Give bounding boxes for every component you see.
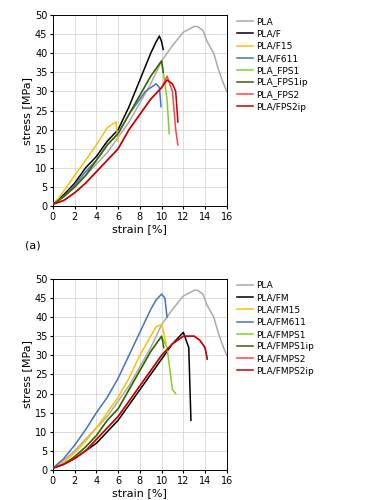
X-axis label: strain [%]: strain [%] bbox=[112, 224, 167, 234]
Y-axis label: stress [MPa]: stress [MPa] bbox=[22, 76, 32, 144]
Y-axis label: stress [MPa]: stress [MPa] bbox=[22, 340, 32, 408]
Text: (a): (a) bbox=[25, 240, 41, 250]
Legend: PLA, PLA/FM, PLA/FM15, PLA/FM611, PLA/FMPS1, PLA/FMPS1ip, PLA/FMPS2, PLA/FMPS2ip: PLA, PLA/FM, PLA/FM15, PLA/FM611, PLA/FM… bbox=[237, 282, 314, 376]
X-axis label: strain [%]: strain [%] bbox=[112, 488, 167, 498]
Legend: PLA, PLA/F, PLA/F15, PLA/F611, PLA_FPS1, PLA_FPS1ip, PLA_FPS2, PLA/FPS2ip: PLA, PLA/F, PLA/F15, PLA/F611, PLA_FPS1,… bbox=[237, 18, 308, 112]
